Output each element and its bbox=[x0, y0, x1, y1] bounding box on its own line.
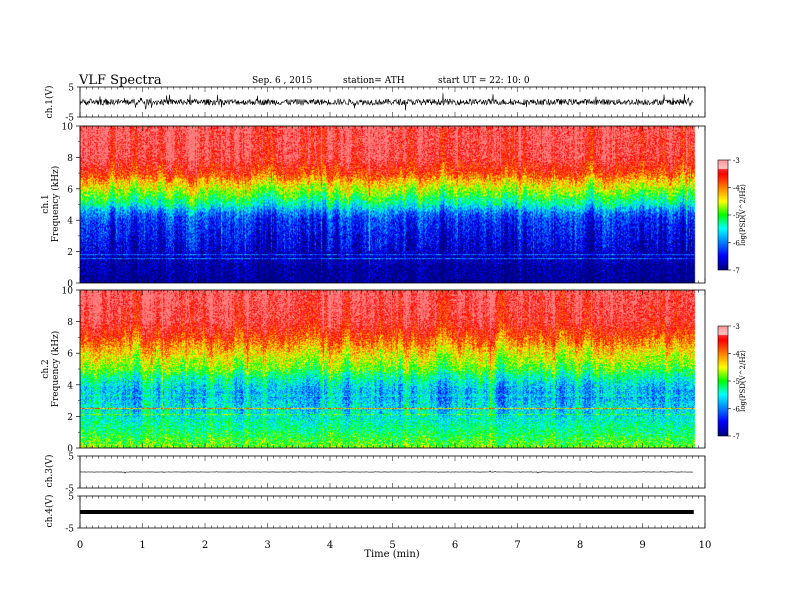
s1-ytick-label: 4 bbox=[67, 217, 73, 227]
cbar2-tick-label: -3 bbox=[733, 323, 740, 331]
ch1-colorbar bbox=[718, 160, 728, 270]
cbar2-tick-label: -5 bbox=[733, 378, 740, 386]
ch1-waveform-trace bbox=[79, 93, 694, 111]
ch2-spectrogram-ylabel-frequency: Frequency (kHz) bbox=[50, 331, 61, 408]
ch1-spectrogram-image bbox=[80, 126, 705, 283]
s2-ytick-label: 8 bbox=[67, 318, 73, 328]
x-tick-label: 0 bbox=[77, 540, 83, 551]
s2-ytick-label: 10 bbox=[62, 287, 74, 297]
s1-ytick-label: 6 bbox=[67, 185, 73, 195]
x-tick-label: 7 bbox=[514, 540, 520, 551]
header-date: Sep. 6 , 2015 bbox=[252, 76, 312, 86]
x-tick-label: 9 bbox=[639, 540, 645, 551]
s1-ytick-label: 10 bbox=[62, 123, 74, 133]
x-tick-label: 8 bbox=[577, 540, 583, 551]
ch4-waveform-ylabel: ch.4(V) bbox=[44, 495, 55, 528]
ch1w-ytick-label: -5 bbox=[65, 114, 74, 124]
ch1w-ytick-label: 5 bbox=[68, 84, 74, 94]
ch1-spectrogram-ylabel-frequency: Frequency (kHz) bbox=[50, 166, 61, 243]
s2-ytick-label: 4 bbox=[67, 381, 73, 391]
cbar2-tick-label: -7 bbox=[733, 433, 740, 441]
cbar2-tick-label: -6 bbox=[733, 406, 740, 414]
x-tick-label: 10 bbox=[699, 540, 712, 551]
s1-ytick-label: 0 bbox=[67, 280, 73, 290]
x-axis-label: Time (min) bbox=[364, 549, 419, 560]
ch3-waveform-trace bbox=[79, 470, 694, 474]
x-tick-label: 6 bbox=[452, 540, 458, 551]
x-tick-label: 5 bbox=[389, 540, 395, 551]
s2-ytick-label: 0 bbox=[67, 445, 73, 455]
cbar1-tick-label: -6 bbox=[733, 240, 740, 248]
cbar2-tick-label: -4 bbox=[733, 351, 740, 359]
axes-layer: -3-4-5-6-7-3-4-5-6-7024681002468105-55-5… bbox=[62, 84, 741, 552]
ch3w-ytick-label: 5 bbox=[68, 453, 74, 463]
header-start-time: start UT = 22: 10: 0 bbox=[438, 76, 530, 86]
ch3-waveform-ylabel: ch.3(V) bbox=[44, 455, 55, 488]
ch1-spectrogram-ylabel-channel: ch.1 bbox=[41, 194, 51, 213]
s1-ytick-label: 8 bbox=[67, 154, 73, 164]
header-station: station= ATH bbox=[343, 76, 405, 86]
s1-ytick-label: 2 bbox=[67, 248, 73, 258]
ch3w-ytick-label: -5 bbox=[65, 485, 74, 495]
cbar1-tick-label: -5 bbox=[733, 212, 740, 220]
cbar1-tick-label: -4 bbox=[733, 185, 740, 193]
cbar1-tick-label: -7 bbox=[733, 267, 740, 275]
ch4w-ytick-label: 5 bbox=[68, 493, 74, 503]
x-tick-label: 2 bbox=[202, 540, 208, 551]
s2-ytick-label: 6 bbox=[67, 350, 73, 360]
s2-ytick-label: 2 bbox=[67, 413, 73, 423]
ch2-colorbar bbox=[718, 326, 728, 436]
cbar1-tick-label: -3 bbox=[733, 157, 740, 165]
x-tick-label: 1 bbox=[139, 540, 145, 551]
ch2-spectrogram-image bbox=[80, 290, 705, 448]
ch4w-ytick-label: -5 bbox=[65, 525, 74, 535]
x-tick-label: 3 bbox=[264, 540, 270, 551]
x-tick-label: 4 bbox=[327, 540, 333, 551]
ch1-waveform-ylabel: ch.1(V) bbox=[44, 86, 55, 119]
ch2-colorbar-label: log(PSD(V^2/Hz) bbox=[739, 350, 747, 412]
ch1-colorbar-label: log(PSD(V^2/Hz) bbox=[739, 184, 747, 246]
ch2-spectrogram-ylabel-channel: ch.2 bbox=[41, 359, 51, 378]
figure-title: VLF Spectra bbox=[78, 73, 162, 88]
